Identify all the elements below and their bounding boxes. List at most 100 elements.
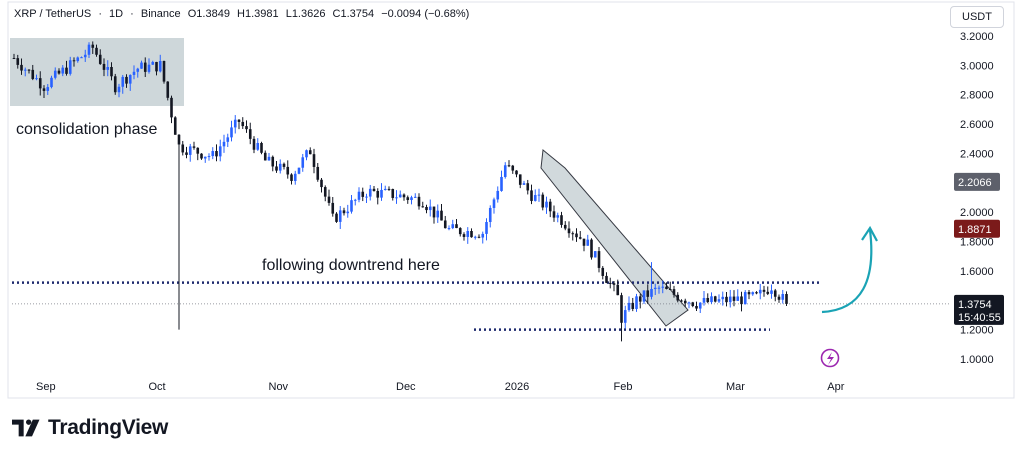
x-tick-label: 2026 — [505, 381, 529, 393]
candle-body — [305, 150, 308, 158]
x-tick-label: Mar — [726, 381, 745, 393]
candle-body — [687, 302, 691, 304]
price-chart[interactable]: 3.20003.00002.80002.60002.40002.20002.00… — [0, 0, 1024, 400]
symbol-name[interactable]: XRP / TetherUS — [14, 8, 92, 20]
chart-area[interactable]: 3.20003.00002.80002.60002.40002.20002.00… — [0, 0, 1024, 400]
candle-body — [290, 174, 293, 181]
candle-body — [128, 74, 132, 84]
close-value: 1.3754 — [340, 8, 375, 20]
candle-body — [428, 206, 432, 211]
y-tick-label: 1.6000 — [960, 266, 994, 278]
candle-body — [458, 228, 462, 235]
candle-body — [781, 294, 785, 300]
candle-body — [410, 197, 413, 201]
candle-body — [721, 296, 725, 300]
candle-body — [57, 70, 61, 74]
y-tick-label: 1.2000 — [960, 325, 994, 337]
candle-body — [31, 69, 35, 79]
candle-body — [222, 141, 226, 147]
low-value: 1.3626 — [291, 8, 326, 20]
candle-body — [507, 165, 511, 167]
candle-body — [278, 163, 282, 171]
candle-body — [451, 224, 455, 229]
tradingview-brand[interactable]: TradingView — [12, 416, 168, 440]
lower-price-tag — [954, 219, 1000, 238]
x-tick-label: Apr — [827, 381, 844, 393]
candle-body — [230, 127, 233, 138]
candle-body — [350, 200, 353, 212]
candle-body — [338, 210, 342, 222]
candle-body — [372, 188, 376, 192]
candle-body — [518, 174, 522, 185]
y-tick-label: 3.0000 — [960, 60, 994, 72]
candle-body — [740, 296, 743, 305]
brand-name: TradingView — [48, 416, 169, 439]
interval[interactable]: 1D — [109, 8, 124, 20]
candle-body — [717, 299, 721, 302]
y-tick-label: 2.0000 — [960, 207, 994, 219]
candle-body — [20, 64, 23, 71]
currency-selector[interactable]: USDT — [950, 6, 1004, 28]
candle-body — [383, 188, 387, 190]
y-tick-label: 2.4000 — [960, 148, 994, 160]
candle-body — [725, 296, 728, 303]
candle-body — [683, 300, 687, 304]
candle-body — [657, 287, 661, 289]
candle-body — [320, 179, 323, 188]
candle-body — [777, 296, 781, 300]
candle-body — [545, 201, 548, 208]
candle-body — [237, 119, 241, 122]
candle-body — [443, 220, 447, 229]
candle-body — [503, 165, 507, 177]
candle-body — [380, 189, 383, 198]
high-value: 1.3981 — [244, 8, 279, 20]
candle-body — [421, 206, 425, 208]
current-price-tag — [954, 294, 1004, 325]
candle-body — [563, 224, 567, 229]
candle-body — [530, 190, 533, 201]
candle-body — [526, 183, 530, 191]
candle-body — [620, 295, 623, 323]
candle-body — [200, 153, 203, 159]
candle-body — [552, 211, 556, 218]
candle-body — [158, 60, 162, 72]
lightning-bolt — [827, 352, 834, 365]
separator: · — [98, 8, 102, 20]
candle-body — [672, 289, 676, 295]
candle-body — [436, 210, 440, 218]
candle-body — [455, 224, 458, 229]
chart-border — [7, 1, 1015, 399]
candle-body — [147, 64, 151, 72]
candle-body — [668, 288, 672, 290]
candle-body — [770, 290, 773, 294]
candle-body — [248, 129, 252, 139]
candle-body — [50, 77, 53, 88]
candle-body — [170, 97, 173, 118]
low-label: L — [285, 8, 292, 20]
candle-body — [425, 206, 428, 211]
candle-body — [488, 207, 492, 223]
y-tick-label: 2.8000 — [960, 90, 994, 102]
candle-body — [368, 188, 372, 197]
candle-body — [492, 199, 496, 208]
candle-body — [136, 68, 140, 72]
candle-body — [586, 239, 590, 246]
candle-body — [473, 236, 477, 238]
candle-body — [676, 294, 680, 301]
candle-body — [440, 210, 443, 221]
lightning-icon — [820, 348, 840, 368]
candle-body — [65, 67, 68, 74]
downtrend-label: following downtrend here — [262, 257, 440, 274]
candle-body — [413, 196, 417, 198]
candle-body — [353, 199, 357, 201]
candle-body — [680, 300, 683, 302]
x-tick-label: Dec — [396, 381, 416, 393]
candle-body — [106, 67, 110, 70]
candle-body — [406, 197, 410, 201]
symbol-info-line: XRP / TetherUS · 1D · Binance O1.3849 H1… — [14, 8, 473, 20]
candle-body — [357, 191, 361, 200]
candle-body — [638, 296, 642, 302]
candle-body — [308, 150, 312, 155]
candle-body — [743, 292, 747, 305]
candle-body — [346, 211, 350, 214]
